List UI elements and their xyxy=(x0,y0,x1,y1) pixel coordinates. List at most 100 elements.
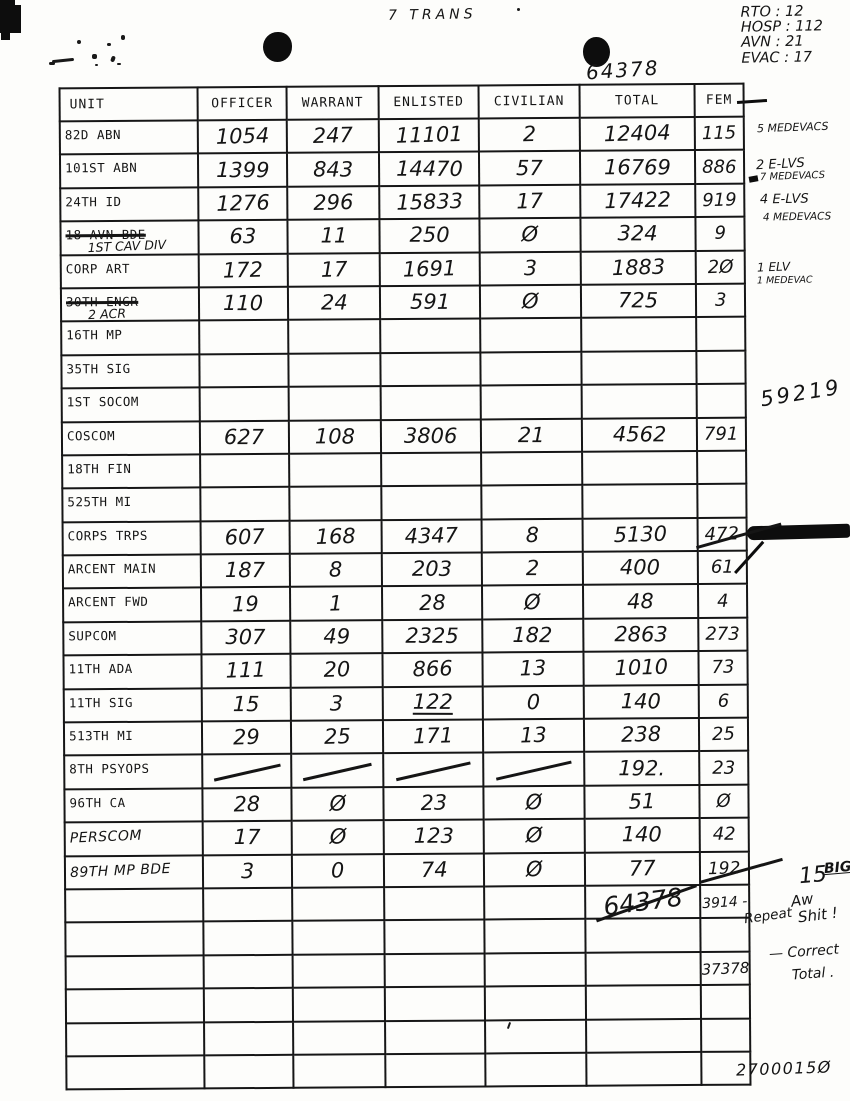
cell-value: 843 xyxy=(286,152,380,187)
unit-cell xyxy=(66,1021,205,1057)
cell-value: 791 xyxy=(696,417,747,451)
handwritten-value: 2 xyxy=(522,122,537,147)
cell-value xyxy=(696,316,746,351)
cell-value xyxy=(292,987,386,1022)
handwritten-value xyxy=(395,760,472,780)
unit-label: ARCENT FWD xyxy=(68,594,149,610)
handwritten-value: 15833 xyxy=(395,188,464,215)
ink-scribble xyxy=(49,62,55,65)
unit-cell: PERSCOM xyxy=(64,821,203,856)
handwritten-value: 8 xyxy=(329,557,343,582)
cell-value: 203 xyxy=(381,552,482,587)
cell-value xyxy=(480,318,582,353)
cell-value: 1276 xyxy=(198,186,288,221)
handwritten-value: 42 xyxy=(712,824,736,846)
handwritten-value: 28 xyxy=(418,590,446,615)
cell-value xyxy=(586,1051,702,1087)
ink-speck xyxy=(92,54,97,59)
handwritten-value: 110 xyxy=(223,291,264,316)
handwritten-value: 591 xyxy=(409,289,451,315)
cell-value: 1010 xyxy=(583,651,699,686)
cell-value: 5130 xyxy=(582,517,698,552)
cell-value: 3806 xyxy=(380,418,482,454)
cell-value xyxy=(697,483,747,518)
handwritten-value: 23 xyxy=(712,757,736,779)
margin-note-elv: 1 ELV xyxy=(756,259,791,275)
handwritten-value: 192 xyxy=(707,858,741,880)
cell-value xyxy=(480,384,582,419)
cell-value: 16769 xyxy=(579,150,696,185)
handwritten-value: 1054 xyxy=(215,123,270,150)
cell-value xyxy=(202,754,292,789)
cell-value: 17422 xyxy=(580,183,696,218)
table-row: ARCENT MAIN 187 8 203 2 400 61 xyxy=(62,550,747,589)
cell-value: 51 xyxy=(584,784,700,819)
handwritten-value: 115 xyxy=(701,122,737,145)
unit-cell: 1ST SOCOM xyxy=(61,387,200,422)
cell-value xyxy=(204,1054,294,1089)
unit-label: CORPS TRPS xyxy=(67,527,148,544)
cell-value xyxy=(385,1053,486,1088)
handwritten-value: 140 xyxy=(622,822,663,847)
handwritten-value: 1691 xyxy=(402,255,457,282)
handwritten-value: 77 xyxy=(628,855,657,881)
table-row: 96TH CA 28 Ø 23 Ø 51 Ø xyxy=(64,784,749,823)
cell-value xyxy=(484,952,586,987)
handwritten-value: 11101 xyxy=(395,122,463,148)
table-row: 30TH ENGR 2 ACR 110 24 591 Ø 725 3 xyxy=(60,283,746,323)
handwritten-value xyxy=(302,760,372,780)
cell-value: 4562 xyxy=(581,417,698,452)
handwritten-value: 51 xyxy=(628,788,656,814)
cell-value xyxy=(585,918,701,953)
handwritten-value: 12404 xyxy=(603,120,672,147)
handwritten-value: 307 xyxy=(225,625,266,650)
cell-value: 0 xyxy=(482,685,584,720)
cell-value xyxy=(288,352,381,387)
hole-punch-mark xyxy=(583,37,610,67)
handwritten-value: 238 xyxy=(621,722,662,748)
cell-value: 2325 xyxy=(382,619,483,654)
cell-value xyxy=(292,920,385,955)
cell-value: 61 xyxy=(697,550,747,585)
handwritten-value: 13 xyxy=(519,656,547,681)
margin-note-correct: — Correct xyxy=(768,941,840,963)
cell-value: 74 xyxy=(383,853,485,888)
handwritten-value: 725 xyxy=(618,288,659,313)
handwritten-value: 17422 xyxy=(604,187,672,214)
handwritten-value: 2 xyxy=(525,556,540,581)
handwritten-value: 171 xyxy=(412,723,454,749)
cell-value xyxy=(700,984,751,1019)
cell-value: 17 xyxy=(287,252,380,287)
table-row: ARCENT FWD 19 1 28 Ø 48 4 xyxy=(63,584,748,623)
cell-value: 123 xyxy=(383,819,484,854)
handwritten-value: 182 xyxy=(512,623,553,648)
cell-value xyxy=(384,953,485,988)
table-row: 8TH PSYOPS 192. 23 xyxy=(64,751,749,790)
unit-label: 89TH MP BDE xyxy=(69,860,172,881)
unit-label: 24TH ID xyxy=(65,193,122,210)
table-row: 11TH SIG 15 3 122 0 140 6 xyxy=(63,684,748,723)
cell-value xyxy=(384,986,486,1021)
cell-value: 919 xyxy=(695,183,745,218)
handwritten-value: 607 xyxy=(224,524,266,550)
handwritten-value: 4347 xyxy=(404,522,459,549)
unit-cell: 35TH SIG xyxy=(61,354,200,389)
handwritten-value: 20 xyxy=(322,657,351,683)
cell-value xyxy=(581,317,697,352)
unit-handwritten-correction: 2 ACR xyxy=(87,305,127,323)
handwritten-value: 1010 xyxy=(614,655,669,681)
column-header-enlisted: ENLISTED xyxy=(378,85,479,120)
cell-value: Ø xyxy=(479,284,582,319)
handwritten-value: 1 xyxy=(329,590,344,616)
cell-value xyxy=(485,1019,587,1054)
table-row xyxy=(66,1018,751,1057)
cell-value: 64378 xyxy=(585,883,701,922)
redaction-bar xyxy=(746,523,850,541)
column-header-officer: OFFICER xyxy=(197,86,287,121)
handwritten-value: 0 xyxy=(526,689,541,714)
ink-speck xyxy=(117,63,121,65)
handwritten-value: 6 xyxy=(717,690,730,712)
unit-cell: 18 AVN BDE 1ST CAV DIV xyxy=(60,220,199,255)
cell-value: 19 xyxy=(201,587,291,622)
hole-punch-mark xyxy=(263,32,292,62)
